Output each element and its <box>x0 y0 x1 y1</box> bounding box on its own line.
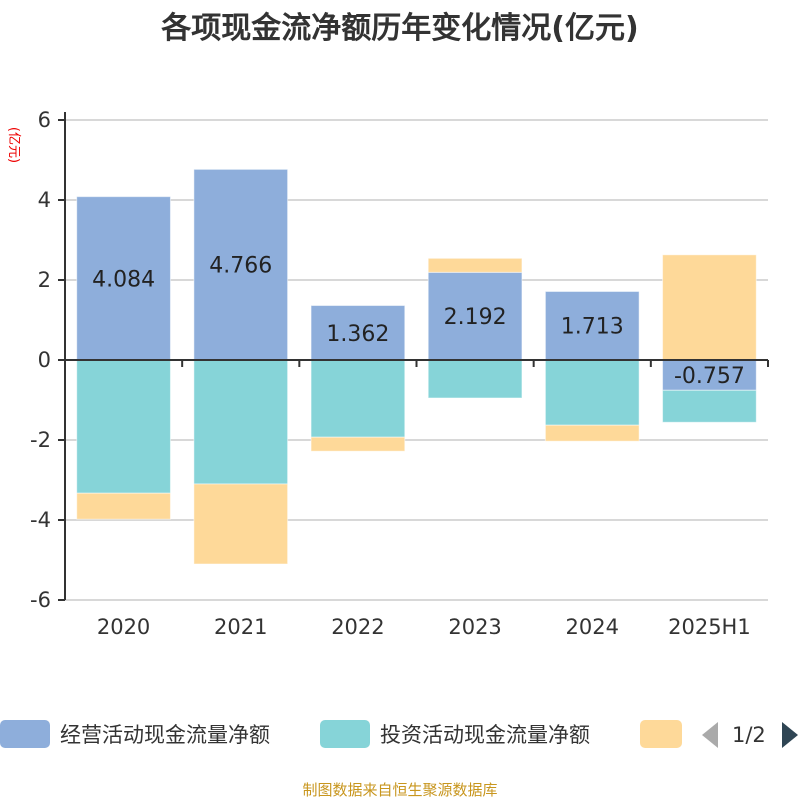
legend-label-operating[interactable]: 经营活动现金流量净额 <box>60 723 270 747</box>
data-label: 4.084 <box>92 267 155 292</box>
bar-segment <box>193 359 289 485</box>
y-tick-label: 0 <box>38 348 51 372</box>
bar-segment <box>193 168 289 361</box>
y-tick-label: -2 <box>30 428 51 452</box>
bar-segment <box>427 257 523 273</box>
legend-swatch-investing[interactable] <box>320 720 370 748</box>
data-label: 1.362 <box>326 322 389 347</box>
x-tick-label: 2025H1 <box>668 615 751 639</box>
legend-swatch-financing[interactable] <box>640 720 682 748</box>
bar-segment <box>544 359 640 426</box>
bar-segment <box>662 359 757 391</box>
legend-page-indicator: 1/2 <box>732 723 766 747</box>
y-tick-label: 4 <box>38 188 51 212</box>
bar-segment <box>76 492 171 520</box>
source-note: 制图数据来自恒生聚源数据库 <box>302 781 497 799</box>
legend-label-investing[interactable]: 投资活动现金流量净额 <box>380 723 590 747</box>
data-label: 1.713 <box>561 315 624 340</box>
x-tick-label: 2020 <box>97 615 150 639</box>
x-tick-label: 2021 <box>214 615 267 639</box>
legend-next-page-icon[interactable] <box>782 722 798 748</box>
bar-segment <box>544 424 640 442</box>
bar-segment <box>427 271 523 361</box>
bar-segment <box>662 254 757 361</box>
legend: 经营活动现金流量净额 投资活动现金流量净额 1/2 <box>0 720 798 748</box>
bar-segment <box>310 359 406 438</box>
y-tick-label: 2 <box>38 268 51 292</box>
y-axis-label: (亿元) <box>6 127 21 163</box>
x-tick-label: 2024 <box>566 615 619 639</box>
data-label: 2.192 <box>444 305 507 330</box>
y-tick-label: -4 <box>30 508 51 532</box>
x-tick-label: 2022 <box>331 615 384 639</box>
bar-segment <box>427 359 523 399</box>
legend-prev-page-icon[interactable] <box>702 722 718 748</box>
y-tick-label: 6 <box>38 108 51 132</box>
bar-segment <box>310 436 406 452</box>
data-label: 4.766 <box>209 254 272 279</box>
y-tick-label: -6 <box>30 588 51 612</box>
bar-segment <box>662 389 757 423</box>
bar-segment <box>544 290 640 361</box>
bar-segment <box>193 483 289 565</box>
data-label: -0.757 <box>674 364 745 389</box>
bar-segment <box>76 359 171 494</box>
x-tick-label: 2023 <box>448 615 501 639</box>
legend-swatch-operating[interactable] <box>0 720 50 748</box>
bar-segment <box>310 305 406 361</box>
chart-title: 各项现金流净额历年变化情况(亿元) <box>160 11 638 46</box>
